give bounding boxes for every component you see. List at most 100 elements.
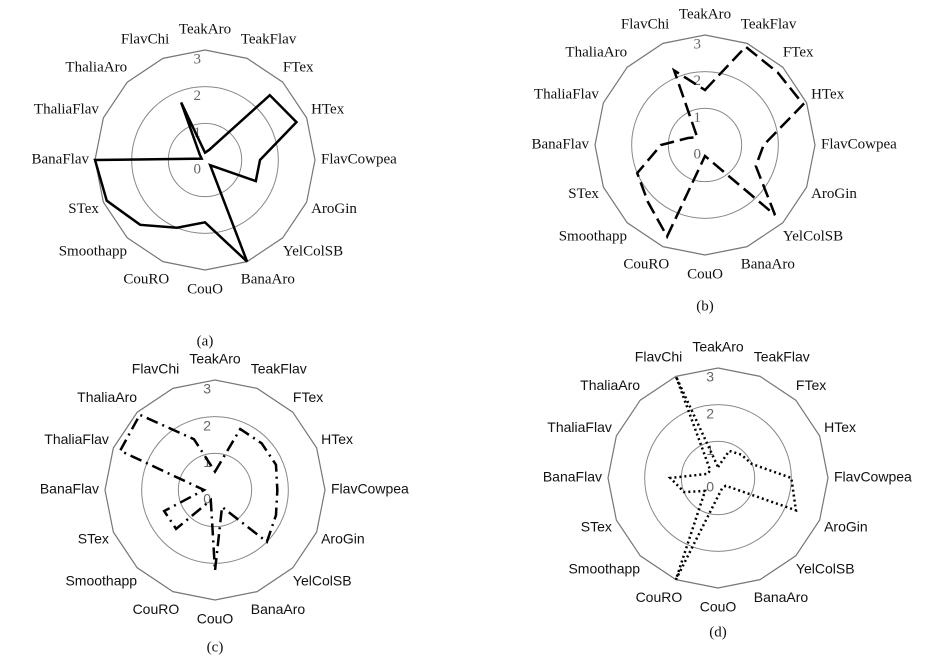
axis-label: BanaFlav [40,481,99,497]
r-tick-label: 0 [694,146,702,162]
axis-label: STex [68,201,99,217]
grid-ring [644,404,792,552]
grid-ring [680,440,756,516]
axis-label: FlavChi [121,31,169,47]
axis-label: ThaliaFlav [534,87,599,103]
data-line [118,413,279,571]
axis-label: HTex [321,431,353,447]
axis-label: STex [568,186,599,202]
axis-label: FTex [796,377,826,393]
axis-label: FlavChi [621,16,669,32]
axis-label: TeakAro [179,21,231,37]
r-tick-label: 0 [194,161,202,177]
axis-label: Smoothapp [568,561,640,577]
r-tick-label: 2 [706,405,714,421]
axis-label: CouO [700,599,737,615]
r-tick-label: 3 [194,51,202,67]
r-tick-label: 0 [706,479,714,495]
radar-chart: 0 1 2 3 TeakAro TeakFlav FTex HTex FlavCowpea Aro… [532,6,898,314]
axis-label: AroGin [321,530,365,546]
radar-chart: 0 1 2 3 TeakAro TeakFlav FTex HTex FlavCowpea Aro… [32,21,398,349]
axis-label: CouRO [623,257,669,273]
axis-label: AroGin [311,201,357,217]
r-tick-label: 1 [203,454,211,470]
axis-label: FTex [293,389,323,405]
caption: (c) [207,639,224,655]
data-line [667,375,798,581]
axis-label: ThaliaAro [580,377,640,393]
axis-label: TeakAro [189,351,241,367]
axis-label: FlavChi [132,361,179,377]
axis-label: BanaAro [241,272,295,288]
axis-label: HTex [824,419,856,435]
axis-label: BanaFlav [532,136,590,152]
axis-label: ThaliaFlav [44,431,109,447]
r-tick-label: 2 [203,417,211,433]
grid-ring [177,452,253,528]
axis-label: YelColSB [796,561,855,577]
axis-label: YelColSB [283,243,343,259]
caption: (a) [197,333,214,349]
axis-label: STex [581,518,612,534]
grid-ring [667,107,743,183]
axis-label: FlavCowpea [821,136,897,152]
r-tick-label: 3 [706,369,714,385]
grid-ring [631,71,779,219]
axis-label: TeakFlav [241,31,297,47]
axis-label: FlavCowpea [331,481,409,497]
data-line [93,93,299,263]
grid-ring [594,34,816,256]
axis-label: FTex [783,45,814,61]
axis-label: Smoothapp [559,228,627,244]
axis-label: FlavChi [635,349,682,365]
axis-label: Smoothapp [65,573,137,589]
r-tick-label: 3 [694,36,702,52]
r-tick-label: 1 [694,110,702,126]
axis-label: Smoothapp [59,243,127,259]
axis-label: ThaliaAro [565,45,627,61]
axis-label: BanaAro [251,601,306,617]
radar-chart: 0 1 2 3 TeakAro TeakFlav FTex HTex FlavCowpea Aro… [40,351,409,656]
axis-label: HTex [311,102,345,118]
axis-label: FlavCowpea [321,151,397,167]
axis-label: ThaliaAro [77,389,137,405]
axis-label: ThaliaFlav [547,419,612,435]
axis-label: AroGin [824,518,868,534]
axis-label: CouRO [133,601,180,617]
axis-label: YelColSB [293,573,352,589]
axis-label: CouO [197,611,234,627]
axis-label: HTex [811,87,845,103]
axis-label: CouO [687,266,723,282]
r-tick-label: 0 [203,491,211,507]
axis-label: ThaliaFlav [34,102,99,118]
r-tick-label: 3 [203,381,211,397]
axis-label: YelColSB [783,228,843,244]
r-tick-label: 1 [194,125,202,141]
grid-ring [94,49,316,271]
axis-label: STex [78,530,109,546]
axis-label: TeakFlav [251,361,307,377]
data-line [635,45,805,240]
grid-ring [104,379,326,601]
axis-label: TeakAro [692,339,744,355]
axis-label: TeakFlav [754,349,810,365]
caption: (b) [696,298,714,314]
caption: (d) [709,624,727,640]
axis-label: CouRO [123,272,169,288]
axis-label: FlavCowpea [834,469,912,485]
r-tick-label: 2 [694,73,702,89]
grid-ring [607,367,829,589]
axis-label: FTex [283,60,314,76]
r-tick-label: 1 [706,442,714,458]
axis-label: BanaAro [741,257,795,273]
axis-label: BanaFlav [32,151,90,167]
axis-label: AroGin [811,186,857,202]
axis-label: BanaFlav [543,469,602,485]
axis-label: BanaAro [754,589,809,605]
axis-label: CouRO [636,589,683,605]
axis-label: CouO [187,281,223,297]
axis-label: ThaliaAro [65,60,127,76]
axis-label: TeakAro [679,6,731,22]
radar-chart: 0 1 2 3 TeakAro TeakFlav FTex HTex FlavCowpea Aro… [543,339,912,641]
